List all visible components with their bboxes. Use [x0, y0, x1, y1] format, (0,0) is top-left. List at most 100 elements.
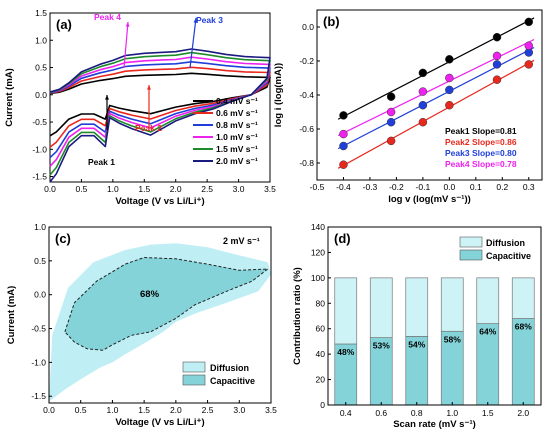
panel-c-axes-xtick-label: 2.5: [202, 405, 214, 415]
panel-c-axes-xtick-label: 1.0: [107, 405, 119, 415]
peak4-label: Peak 4: [94, 12, 121, 22]
panel-c-legend-label: Capacitive: [210, 376, 255, 386]
panel-d-bar-diffusion: [440, 277, 464, 332]
panel-c-rate-label: 2 mV s⁻¹: [223, 236, 260, 246]
peak4-arrow-head: [125, 22, 130, 27]
panel-d-legend-swatch: [459, 249, 483, 261]
panel-d-bar-diffusion: [476, 277, 500, 324]
panel-c-legend-swatch: [182, 361, 206, 373]
panel-b-xtick-label: -0.5: [310, 182, 325, 192]
panel-c-xlabel: Voltage (V vs Li/Li⁺): [115, 417, 204, 428]
panel-b-xtick-label: 0.3: [523, 182, 535, 192]
panel-b-point: [386, 117, 396, 127]
panel-b-ytick-label: -0.2: [299, 56, 314, 66]
panel-d-bar-diffusion: [334, 277, 358, 345]
panel-b-fit-1: [337, 59, 535, 169]
panel-d-bar-diffusion: [511, 277, 535, 319]
panel-a-ylabel: Current (mA): [4, 68, 15, 127]
panel-d-bar-label: 68%: [515, 322, 532, 332]
panel-d-label: (d): [334, 231, 351, 246]
panel-b-point: [445, 73, 454, 83]
panel-c-percent-label: 68%: [140, 289, 160, 300]
panel-b-point: [492, 32, 502, 42]
panel-d-bar-label: 64%: [479, 327, 496, 337]
panel-d-bar-diffusion: [369, 277, 393, 338]
panel-a-series-0: [49, 72, 271, 137]
panel-d-axes-ytick-label: 100: [311, 273, 325, 283]
panel-c-ylabel: Current (mA): [6, 286, 17, 345]
panel-c: Voltage (V vs Li/Li⁺) Current (mA) (c) 2 mV…: [6, 231, 271, 428]
peak2-arrow-head: [147, 85, 151, 90]
panel-b-point: [418, 87, 428, 96]
panel-a-xtick-label: 3.5: [264, 184, 276, 194]
panel-a-legend-label: 1.5 mV s⁻¹: [216, 144, 258, 154]
panel-b-point: [445, 100, 454, 110]
panel-d-xtick-label: 2.0: [517, 408, 529, 418]
panel-b-xtick-label: -0.3: [363, 182, 378, 192]
panel-c-capacitive-area: [64, 256, 270, 351]
panel-b-xlabel: log v (log(mV s⁻¹)): [388, 194, 471, 205]
panel-b-ytick-label: -0.4: [299, 90, 314, 100]
panel-d-axes-ytick-label: 20: [316, 375, 326, 385]
panel-b-xtick-label: 0.2: [496, 182, 508, 192]
panel-b: -0.5 -0.4 -0.3 -0.2 -0.1 0.0 0.1 0.2 0.3 -0.8 -0.6…: [273, 9, 543, 205]
panel-b-point: [339, 129, 348, 139]
panel-d-bar-diffusion: [405, 277, 429, 337]
panel-a-ytick-label: -1.5: [32, 172, 47, 182]
panel-b-ytick-label: -0.8: [299, 158, 314, 168]
panel-c-axes: 0.0 0.5 1.0 1.5 2.0 2.5 3.0 3.5 -1.5 -1.0 -0.5 0.0 0…: [31, 222, 277, 415]
panel-a-xtick-label: 0.5: [76, 184, 88, 194]
panel-b-point: [524, 17, 534, 27]
panel-d-axes-ytick-label: 0: [320, 400, 325, 410]
panel-d-legend-label: Diffusion: [486, 238, 525, 248]
panel-a-ytick-label: 1.0: [35, 35, 47, 45]
panel-a-xtick-label: 1.5: [138, 184, 150, 194]
panel-d-axes-frame: [327, 226, 542, 406]
panel-d-axes: 0 20 40 60 80 100 120 140: [311, 222, 542, 410]
panel-b-point: [524, 60, 534, 69]
peak4-arrow: [123, 21, 129, 69]
panel-a-legend-label: 2.0 mV s⁻¹: [216, 156, 258, 166]
peak3-arrow-head: [193, 18, 198, 23]
panel-b-point: [524, 41, 534, 50]
panel-b-point: [418, 68, 428, 78]
panel-b-point: [339, 160, 348, 169]
panel-a-xlabel: Voltage (V vs Li/Li⁺): [115, 196, 204, 207]
panel-c-axes-xtick-label: 3.5: [265, 405, 277, 415]
panel-a-legend-label: 1.0 mV s⁻¹: [216, 132, 258, 142]
panel-d: 48% 0.4 53% 0.6 54% 0.8 58% 1.0 64% 1.5 68% 2.0 Scan…: [292, 231, 535, 430]
panel-c-axes-xtick-label: 1.5: [138, 405, 150, 415]
panel-c-axes-frame: [48, 226, 272, 404]
panel-c-axes-ytick-label: 1.0: [34, 222, 46, 232]
panel-c-axes-xtick-label: 2.0: [170, 405, 182, 415]
panel-a-frame: [49, 12, 271, 183]
panel-d-xtick-label: 0.6: [375, 408, 387, 418]
panel-a-ytick-label: 1.5: [35, 8, 47, 18]
panel-b-fit-3: [337, 38, 535, 137]
panel-b-fit-2: [337, 46, 535, 150]
panel-a-xtick-label: 2.5: [201, 184, 213, 194]
panel-d-legend-label: Capacitive: [486, 251, 531, 261]
panel-a-series-2: [49, 61, 271, 159]
panel-a-xtick-label: 2.0: [170, 184, 182, 194]
panel-b-legend-label: Peak2 Slope=0.86: [445, 137, 517, 147]
panel-a-legend-label: 0.6 mV s⁻¹: [216, 108, 258, 118]
panel-b-ytick-label: -0.6: [299, 124, 314, 134]
panel-b-xtick-label: -0.4: [336, 182, 351, 192]
panel-c-axes-xtick-label: 3.0: [233, 405, 245, 415]
peak1-label: Peak 1: [88, 157, 115, 167]
panel-d-xtick-label: 0.8: [411, 408, 423, 418]
panel-d-ylabel: Contribution ratio (%): [292, 267, 303, 365]
panel-b-xtick-label: 0.0: [443, 182, 455, 192]
panel-d-axes-ytick-label: 140: [311, 222, 325, 232]
panel-b-point: [418, 117, 428, 127]
panel-b-point: [492, 75, 502, 84]
panel-d-axes-ytick-label: 40: [316, 349, 326, 359]
panel-b-legend-label: Peak3 Slope=0.80: [445, 148, 517, 158]
panel-b-xtick-label: -0.2: [389, 182, 404, 192]
panel-a-series-5: [49, 48, 271, 183]
panel-b-label: (b): [323, 14, 340, 29]
panel-d-xtick-label: 1.5: [482, 408, 494, 418]
panel-c-axes-ytick-label: -1.5: [31, 391, 46, 401]
